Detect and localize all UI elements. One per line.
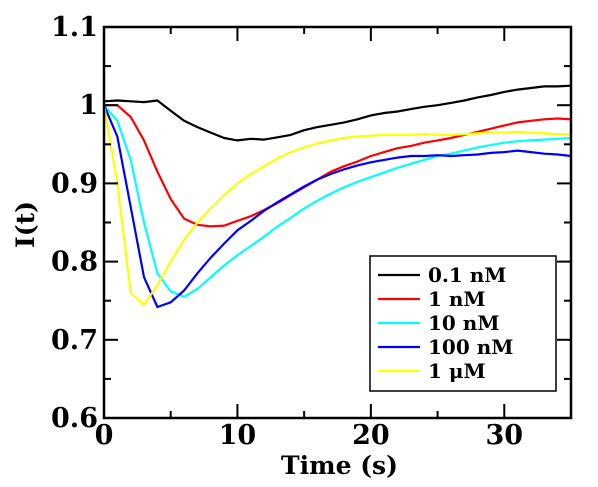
y-tick-label: 1.1: [51, 12, 98, 43]
legend-label: 0.1 nM: [428, 263, 506, 287]
ticks-layer: 0 10 20 30 0.6 0.7 0.8 0.9 1 1.1: [51, 12, 571, 451]
y-tick-label: 0.8: [51, 247, 98, 278]
series-line-10-nM: [103, 104, 572, 298]
legend-label: 10 nM: [428, 311, 499, 335]
x-tick-label: 20: [352, 420, 390, 451]
x-tick-label: 30: [485, 420, 523, 451]
y-tick-label: 0.7: [51, 325, 98, 356]
legend-label: 1 nM: [428, 287, 486, 311]
y-axis-title: I(t): [11, 201, 40, 248]
legend-label: 1 μM: [428, 359, 486, 383]
y-tick-label: 0.6: [51, 403, 98, 434]
x-tick-label: 0: [95, 420, 114, 451]
series-line-1-μM: [102, 105, 571, 306]
x-axis-title: Time (s): [281, 451, 398, 480]
series-layer: [102, 84, 572, 309]
series-line-1-nM: [104, 104, 572, 228]
y-tick-label: 0.9: [51, 168, 98, 199]
legend-label: 100 nM: [428, 335, 513, 359]
x-tick-label: 10: [219, 420, 257, 451]
series-line-0.1-nM: [103, 84, 572, 142]
y-tick-label: 1: [79, 90, 98, 121]
series-line-100-nM: [102, 104, 572, 309]
